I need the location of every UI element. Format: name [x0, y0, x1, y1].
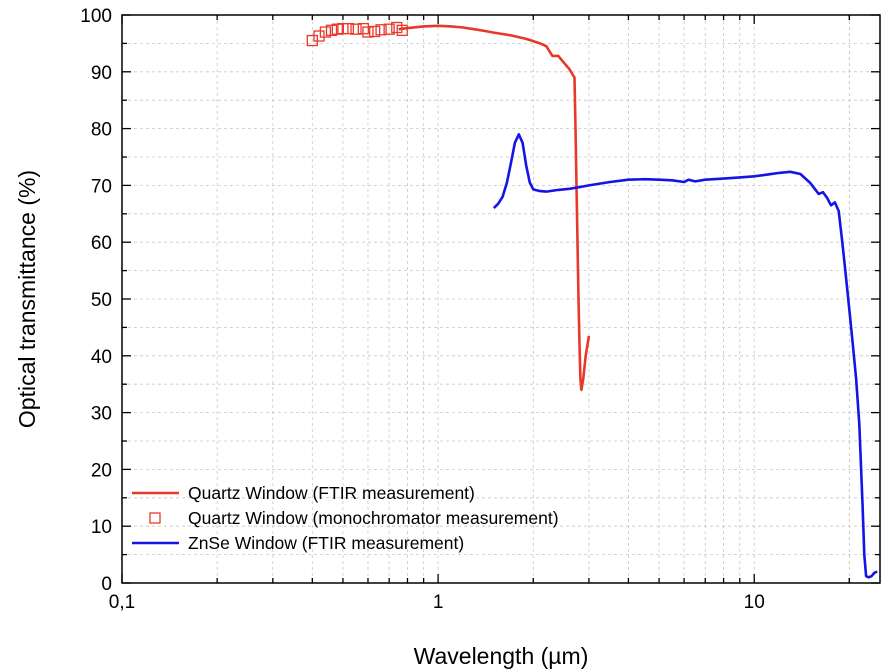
axis-ticks: [121, 14, 880, 584]
data-point-marker: [375, 24, 387, 36]
y-tick-label: 10: [91, 517, 112, 538]
y-tick-label: 0: [101, 574, 112, 595]
grid: [122, 15, 880, 583]
data-point-marker: [319, 26, 332, 38]
series-3: [492, 133, 878, 579]
x-tick-label: 0,1: [109, 592, 135, 613]
series-line-3: [492, 133, 878, 579]
y-tick-label: 20: [91, 460, 112, 481]
legend-swatch-marker: [149, 512, 161, 524]
series-line-1: [398, 24, 591, 392]
y-tick-label: 50: [91, 290, 112, 311]
series-1: [398, 24, 591, 392]
data-point-marker: [342, 22, 354, 35]
series-layer: [306, 21, 878, 579]
tick-labels: 0 10 20 30 40 50 60 70 80 90 100 0,1 1 10: [80, 6, 764, 613]
y-tick-label: 90: [91, 63, 112, 84]
data-point-marker: [325, 24, 338, 36]
data-point-marker: [350, 23, 362, 35]
data-point-marker: [369, 25, 381, 38]
y-tick-label: 40: [91, 347, 112, 368]
y-tick-label: 100: [80, 6, 112, 27]
data-point-marker: [396, 24, 408, 36]
data-point-marker: [362, 26, 374, 38]
y-tick-label: 70: [91, 176, 112, 197]
y-tick-label: 80: [91, 120, 112, 141]
legend: Quartz Window (FTIR measurement) Quartz W…: [132, 483, 559, 553]
y-tick-label: 30: [91, 404, 112, 425]
y-tick-label: 60: [91, 233, 112, 254]
x-axis-title: Wavelength (µm): [414, 643, 589, 669]
data-point-marker: [313, 30, 325, 42]
series-2: [306, 21, 408, 47]
y-axis-title: Optical transmittance (%): [14, 170, 40, 428]
x-tick-label: 1: [433, 592, 444, 613]
legend-label: Quartz Window (FTIR measurement): [188, 483, 475, 503]
legend-label: Quartz Window (monochromator measurement…: [188, 508, 559, 528]
data-point-marker: [383, 23, 395, 35]
legend-label: ZnSe Window (FTIR measurement): [188, 533, 464, 553]
x-tick-label: 10: [744, 592, 765, 613]
